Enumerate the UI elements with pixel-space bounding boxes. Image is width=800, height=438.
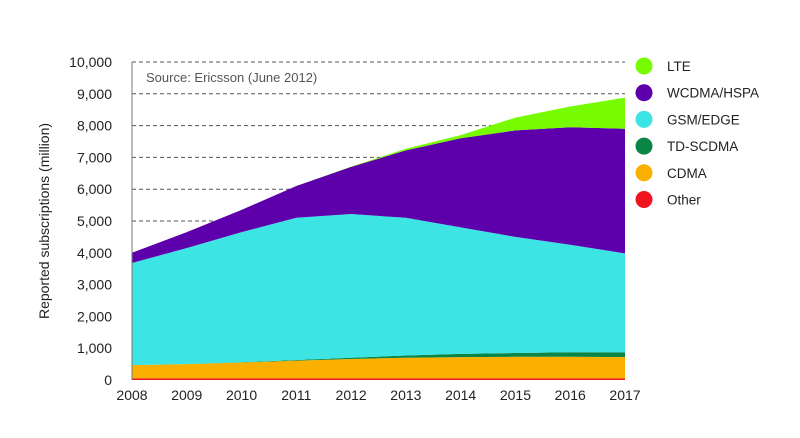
y-tick-label: 6,000 — [77, 181, 112, 197]
y-tick-label: 5,000 — [77, 213, 112, 229]
legend-swatch — [635, 57, 653, 75]
legend-item-wcdma-hspa: WCDMA/HSPA — [635, 84, 759, 102]
y-tick-label: 10,000 — [69, 54, 112, 70]
area-other — [132, 378, 625, 380]
y-tick-label: 2,000 — [77, 308, 112, 324]
legend-swatch — [635, 164, 653, 182]
y-tick-label: 4,000 — [77, 245, 112, 261]
x-tick-label: 2017 — [609, 387, 640, 403]
legend-item-cdma: CDMA — [635, 164, 707, 182]
x-tick-label: 2014 — [445, 387, 476, 403]
x-tick-labels: 2008 2009 2010 2011 2012 2013 2014 2015 2016 2017 — [116, 387, 640, 403]
source-annotation: Source: Ericsson (June 2012) — [146, 70, 317, 85]
legend-label: WCDMA/HSPA — [667, 86, 759, 101]
legend-swatch — [635, 137, 653, 155]
legend-swatch — [635, 84, 653, 102]
y-tick-label: 9,000 — [77, 86, 112, 102]
area-lte — [132, 97, 625, 253]
y-axis-label: Reported subscriptions (million) — [36, 123, 52, 319]
legend-label: CDMA — [667, 166, 707, 181]
x-tick-label: 2009 — [171, 387, 202, 403]
area-gsm-edge — [132, 214, 625, 366]
legend-label: LTE — [667, 59, 691, 74]
y-tick-label: 0 — [104, 372, 112, 388]
x-tick-label: 2010 — [226, 387, 257, 403]
legend-swatch — [635, 110, 653, 128]
y-tick-label: 8,000 — [77, 118, 112, 134]
x-tick-label: 2013 — [390, 387, 421, 403]
legend-label: TD-SCDMA — [667, 139, 738, 154]
legend-item-lte: LTE — [635, 57, 691, 75]
y-tick-labels: 0 1,000 2,000 3,000 4,000 5,000 6,000 7,000 8,00… — [69, 54, 112, 388]
legend-item-gsm-edge: GSM/EDGE — [635, 110, 740, 128]
x-tick-label: 2016 — [555, 387, 586, 403]
area-cdma — [132, 356, 625, 379]
legend-swatch — [635, 191, 653, 208]
area-td-scdma — [132, 352, 625, 366]
x-tick-label: 2008 — [116, 387, 147, 403]
legend-label: GSM/EDGE — [667, 112, 740, 127]
x-tick-label: 2011 — [281, 387, 311, 403]
area-series — [132, 97, 625, 380]
legend-item-td-scdma: TD-SCDMA — [635, 137, 738, 155]
y-tick-label: 1,000 — [77, 340, 112, 356]
legend-item-other: Other — [635, 191, 701, 208]
area-wcdma-hspa — [132, 127, 625, 263]
x-tick-label: 2015 — [500, 387, 531, 403]
y-tick-label: 7,000 — [77, 149, 112, 165]
legend-label: Other — [667, 193, 701, 208]
legend: LTE WCDMA/HSPA GSM/EDGE TD-SCDMA CDMA Other — [635, 57, 759, 208]
x-tick-label: 2012 — [336, 387, 367, 403]
y-tick-label: 3,000 — [77, 277, 112, 293]
